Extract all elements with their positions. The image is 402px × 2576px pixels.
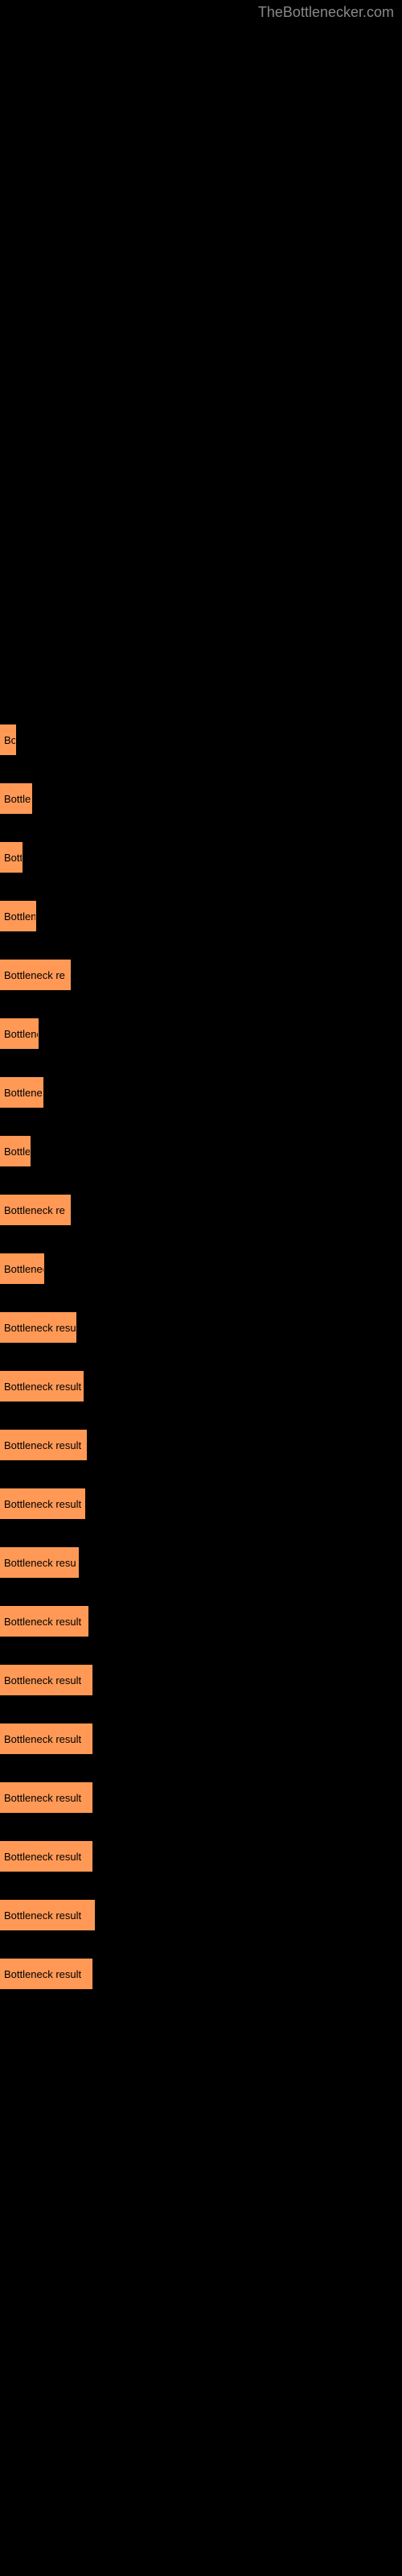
- bar-label: Bottleneck result: [4, 1968, 81, 1980]
- bar-row: Bottlenec: [0, 901, 402, 931]
- bar-label: Bottlenec: [4, 910, 35, 923]
- bar-label: Bottleneck result: [4, 1439, 81, 1451]
- bar-row: Bottleneck re: [0, 1195, 402, 1225]
- bar-row: Bottleneck result: [0, 1606, 402, 1637]
- bar: Bottlenec: [0, 901, 36, 931]
- bar-row: Bottleneck result: [0, 1665, 402, 1695]
- bar-label: Bott: [4, 852, 22, 864]
- bar-label: Bottleneck re: [4, 969, 65, 981]
- bar: Bottleneck result: [0, 1724, 92, 1754]
- bar-row: Bottleneck re: [0, 960, 402, 990]
- bar-row: Bottleneck result: [0, 1312, 402, 1343]
- bar: Bottleneck result: [0, 1488, 85, 1519]
- bar: Bottleneck result: [0, 1312, 76, 1343]
- bar: Bottleneck resu: [0, 1547, 79, 1578]
- bar-row: Bottleneck result: [0, 1900, 402, 1930]
- bar-label: Bottleneck result: [4, 1616, 81, 1628]
- bar-label: Bottlene: [4, 793, 31, 805]
- bar-label: Bottleneck resu: [4, 1557, 76, 1569]
- bar-row: Bottleneck result: [0, 1959, 402, 1989]
- bar-label: Bottleneck result: [4, 1792, 81, 1804]
- bar: Bottleneck result: [0, 1606, 88, 1637]
- bar-label: Bottleneck re: [4, 1204, 65, 1216]
- bar: Bottleneck result: [0, 1430, 87, 1460]
- bar-label: Bottleneck result: [4, 1674, 81, 1686]
- bar: Bottleneck result: [0, 1371, 84, 1402]
- bar: Bottlenec: [0, 1253, 44, 1284]
- bar-row: Bottleneck result: [0, 1782, 402, 1813]
- bar-row: Bottleneck result: [0, 1841, 402, 1872]
- bar: Bottlen: [0, 1136, 31, 1166]
- bar: Bottlenec: [0, 1018, 39, 1049]
- bar-label: Bottleneck result: [4, 1851, 81, 1863]
- watermark-text: TheBottlenecker.com: [258, 4, 394, 21]
- bar-label: Bottleneck: [4, 1087, 43, 1099]
- bar: Bott: [0, 842, 23, 873]
- bar: Bottleneck result: [0, 1900, 95, 1930]
- bar: Bottleneck re: [0, 960, 71, 990]
- bar-row: Bottlenec: [0, 1253, 402, 1284]
- bar: Bottleneck re: [0, 1195, 71, 1225]
- bar-label: Bottleneck result: [4, 1498, 81, 1510]
- bar: Bottleneck: [0, 1077, 43, 1108]
- bar-label: Bottlenec: [4, 1028, 38, 1040]
- bar-row: Bottlene: [0, 783, 402, 814]
- bar-label: Bottleneck result: [4, 1322, 76, 1334]
- bar: Bo: [0, 724, 16, 755]
- bar: Bottleneck result: [0, 1665, 92, 1695]
- bar: Bottleneck result: [0, 1959, 92, 1989]
- bar-row: Bottleneck: [0, 1077, 402, 1108]
- bar-label: Bo: [4, 734, 15, 746]
- bar-row: Bottleneck result: [0, 1430, 402, 1460]
- bar-label: Bottleneck result: [4, 1733, 81, 1745]
- bar-row: Bottlen: [0, 1136, 402, 1166]
- bar: Bottleneck result: [0, 1841, 92, 1872]
- bar-label: Bottleneck result: [4, 1909, 81, 1922]
- bar-label: Bottlen: [4, 1146, 30, 1158]
- bar-label: Bottlenec: [4, 1263, 43, 1275]
- bar-row: Bottlenec: [0, 1018, 402, 1049]
- bar-row: Bo: [0, 724, 402, 755]
- bar-label: Bottleneck result: [4, 1381, 81, 1393]
- bar-row: Bottleneck resu: [0, 1547, 402, 1578]
- bar-row: Bottleneck result: [0, 1371, 402, 1402]
- bar: Bottlene: [0, 783, 32, 814]
- bar-row: Bott: [0, 842, 402, 873]
- bar: Bottleneck result: [0, 1782, 92, 1813]
- bar-chart: Bo Bottlene Bott Bottlenec Bottleneck re Bott…: [0, 0, 402, 1989]
- bar-row: Bottleneck result: [0, 1488, 402, 1519]
- bar-row: Bottleneck result: [0, 1724, 402, 1754]
